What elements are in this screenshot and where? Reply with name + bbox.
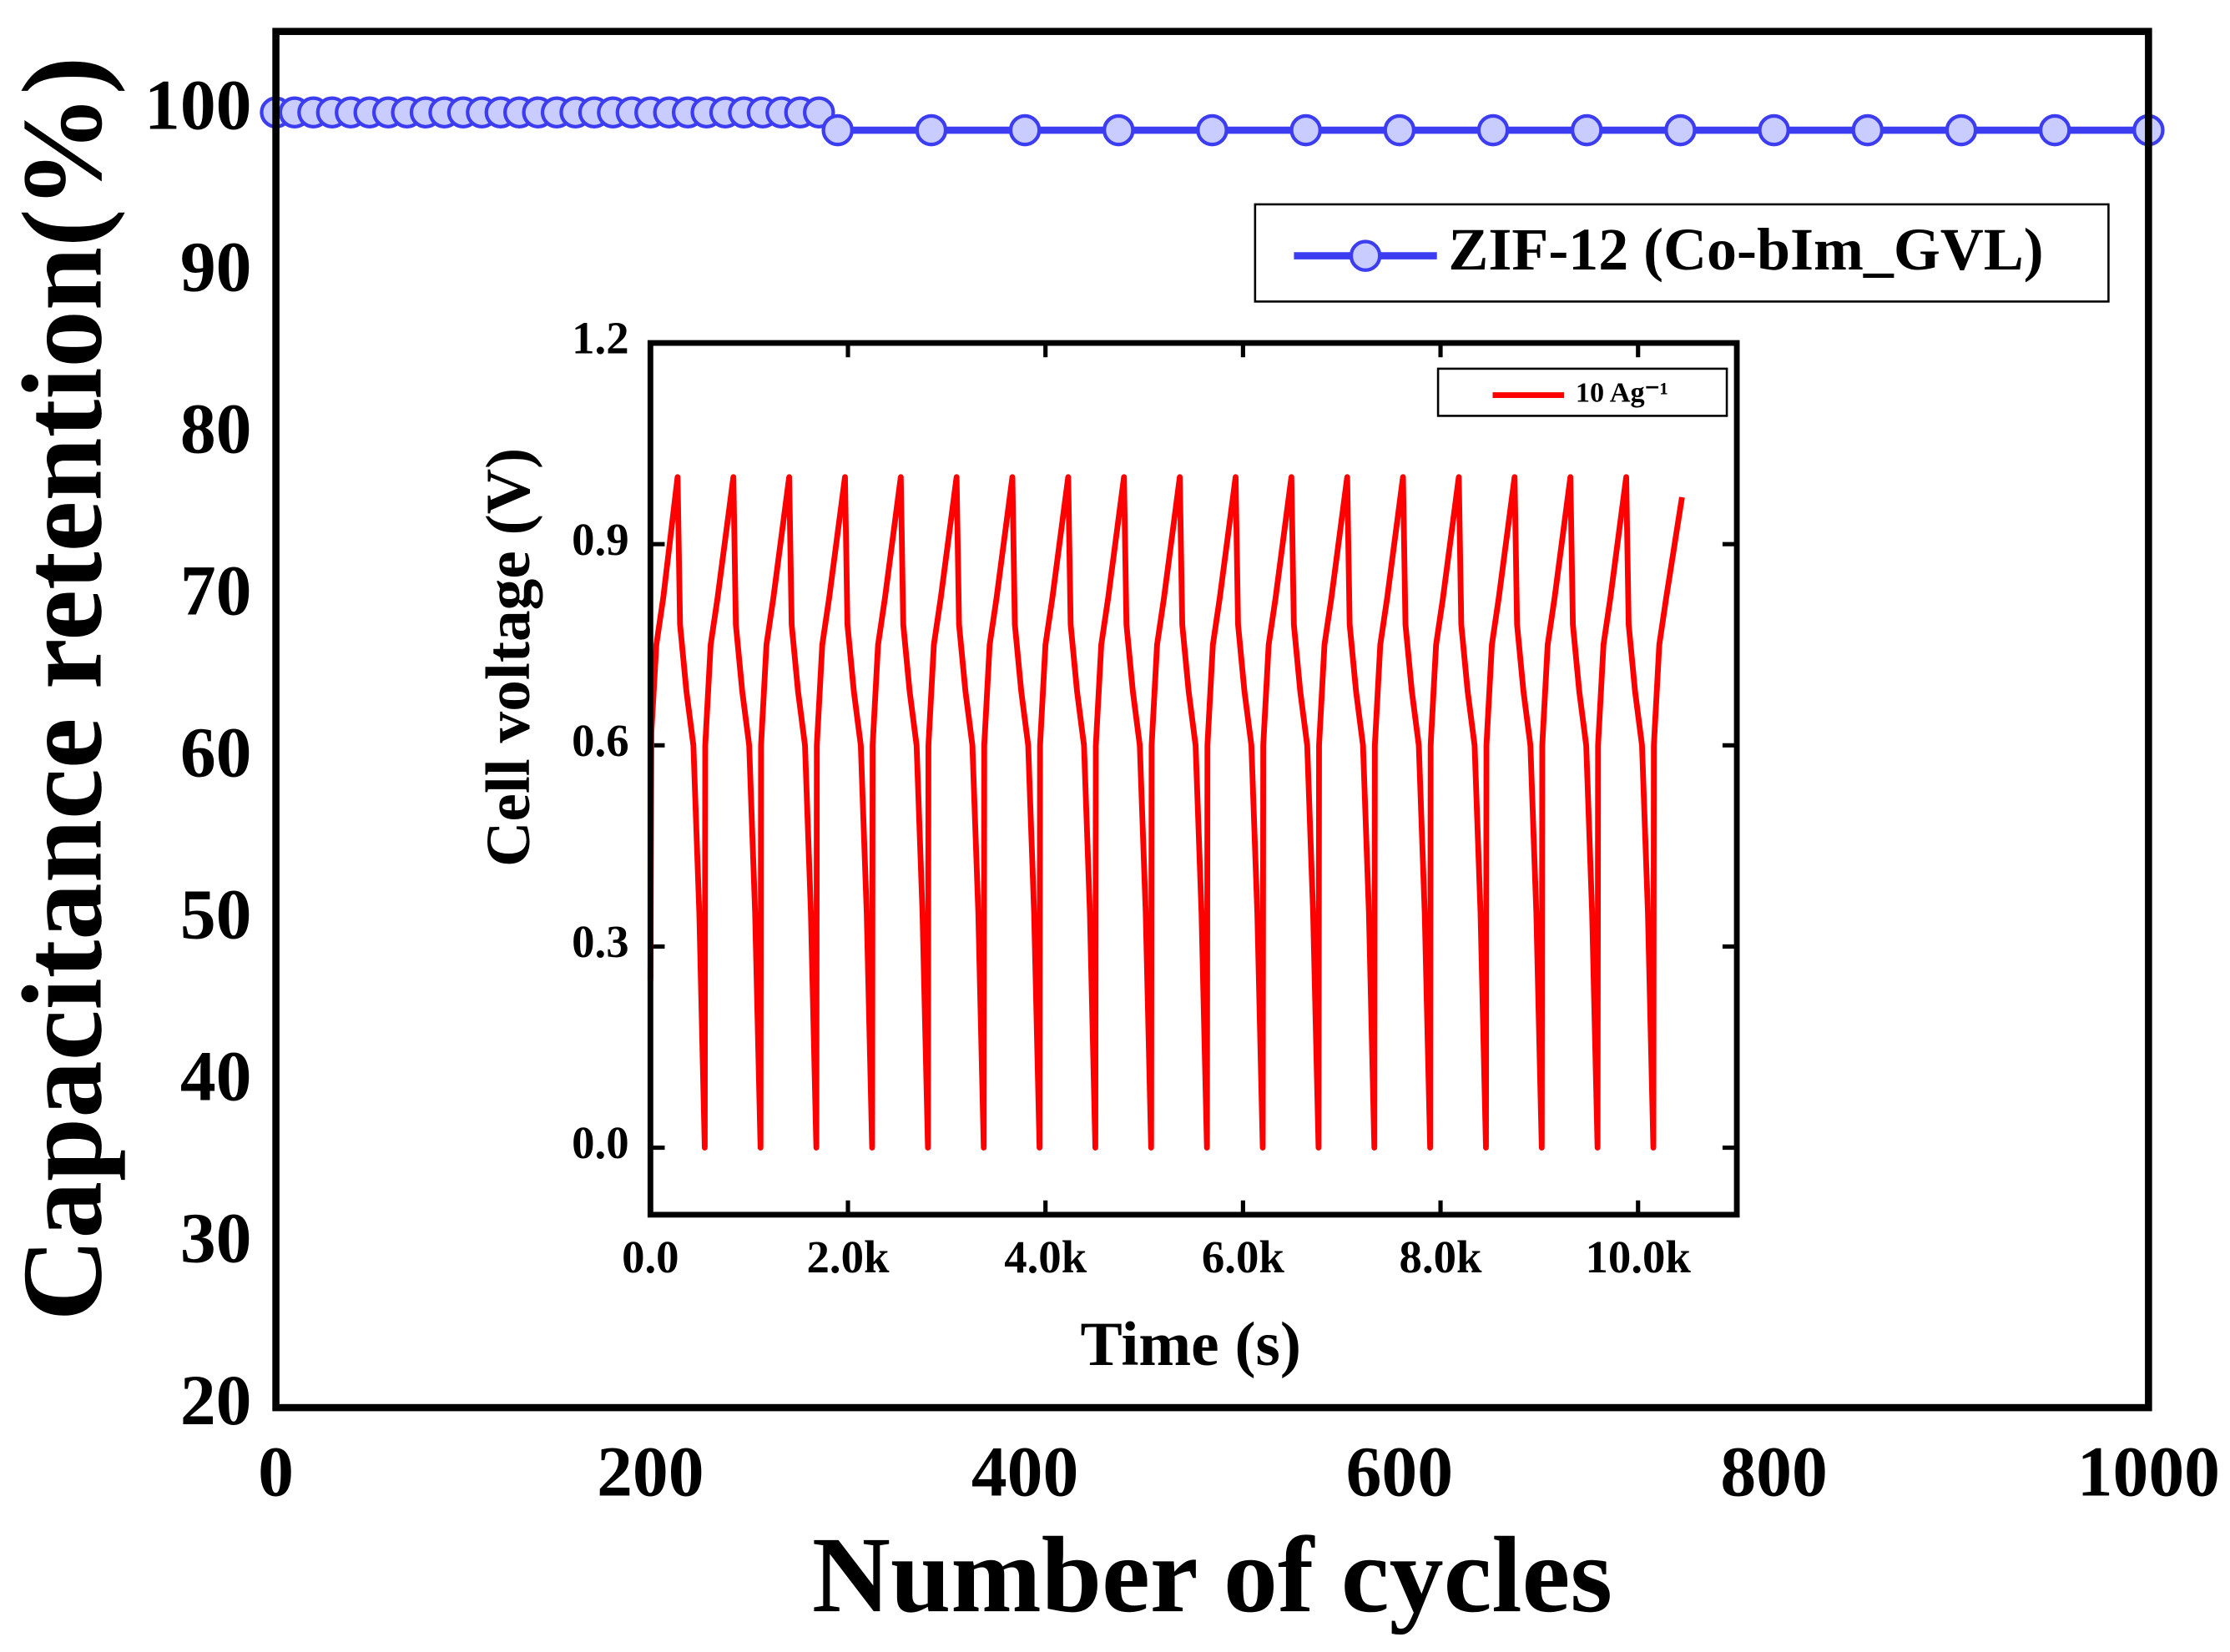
legend-marker	[1349, 239, 1382, 272]
x-axis-title: Time (s)	[1081, 1310, 1301, 1379]
x-tick-label: 800	[1720, 1432, 1827, 1511]
marker	[915, 113, 948, 147]
marker	[1851, 113, 1884, 147]
plot-frame	[647, 340, 1740, 1218]
y-tick-label: 60	[180, 713, 252, 793]
x-tick-label: 600	[1346, 1432, 1453, 1511]
marker	[1196, 113, 1229, 147]
y-tick-label: 0.0	[572, 1117, 628, 1168]
inset-background	[650, 343, 1738, 1215]
marker	[1664, 113, 1697, 147]
y-tick-label: 0.9	[572, 514, 628, 565]
marker	[1383, 113, 1416, 147]
marker	[1008, 113, 1042, 147]
legend-label: 10 Ag⁻¹	[1576, 376, 1668, 408]
y-tick-label: 0.6	[572, 715, 628, 766]
x-tick-label: 0	[258, 1432, 294, 1511]
y-tick-label: 70	[180, 552, 252, 631]
legend-box	[1436, 367, 1728, 417]
marker	[1102, 113, 1135, 147]
marker	[821, 113, 854, 147]
x-tick-label: 8.0k	[1400, 1231, 1482, 1282]
y-tick-label: 80	[180, 389, 252, 468]
marker	[1570, 113, 1603, 147]
x-tick-label: 2.0k	[807, 1231, 890, 1282]
chart: 0.0 0.3 0.6 0.9 1.2 0.0 2.0k 4.0k 6.0k 8.0k 10.0k 1…	[474, 313, 1740, 1379]
marker	[1945, 113, 1978, 147]
y-axis-title: Cell voltage (V)	[474, 448, 543, 867]
y-axis-title: Capacitance retention(%)	[0, 57, 126, 1322]
y-tick-label: 50	[180, 875, 252, 954]
y-tick-label: 1.2	[572, 313, 628, 364]
marker	[1289, 113, 1322, 147]
y-tick-label: 100	[144, 65, 251, 144]
plot-frame	[272, 28, 2152, 1412]
y-tick-label: 40	[180, 1037, 252, 1116]
x-tick-label: 200	[597, 1432, 704, 1511]
x-axis-title: Number of cycles	[812, 1515, 1612, 1635]
y-tick-label: 0.3	[572, 916, 628, 967]
series-line	[647, 474, 1685, 1151]
x-tick-label: 10.0k	[1586, 1231, 1692, 1282]
x-tick-label: 4.0k	[1004, 1231, 1087, 1282]
marker	[1476, 113, 1510, 147]
y-tick-label: 30	[180, 1199, 252, 1278]
x-tick-label: 1000	[2077, 1432, 2220, 1511]
marker	[2038, 113, 2071, 147]
y-tick-label: 20	[180, 1361, 252, 1440]
x-tick-label: 6.0k	[1202, 1231, 1284, 1282]
x-tick-label: 0.0	[622, 1231, 679, 1282]
marker	[1758, 113, 1790, 147]
y-tick-label: 90	[180, 227, 252, 306]
legend-label: ZIF-12 (Co-bIm_GVL)	[1448, 216, 2043, 283]
x-tick-label: 400	[971, 1432, 1078, 1511]
